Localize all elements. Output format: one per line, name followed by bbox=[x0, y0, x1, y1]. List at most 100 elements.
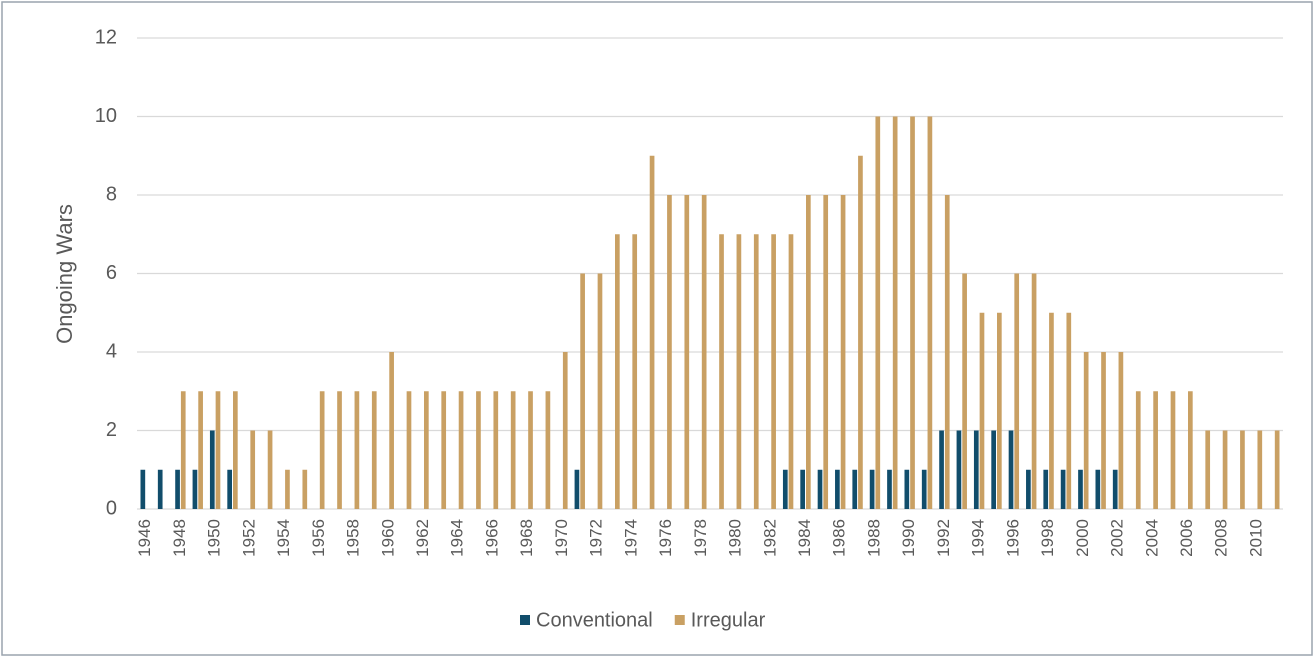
bar bbox=[1014, 273, 1020, 509]
legend-label: Conventional bbox=[536, 609, 653, 631]
x-tick-label: 2006 bbox=[1177, 519, 1196, 557]
bar bbox=[1031, 273, 1037, 509]
bar bbox=[736, 234, 742, 509]
bar bbox=[597, 273, 603, 509]
bar bbox=[1101, 352, 1106, 509]
bar bbox=[406, 391, 412, 509]
bar bbox=[424, 391, 429, 509]
bar bbox=[997, 312, 1002, 509]
y-tick-label: 6 bbox=[106, 262, 117, 284]
bar bbox=[1095, 469, 1101, 509]
bar bbox=[944, 195, 950, 509]
y-tick-label: 12 bbox=[95, 26, 117, 48]
bar bbox=[233, 391, 238, 509]
legend-label: Irregular bbox=[691, 609, 766, 631]
bar bbox=[1153, 391, 1158, 509]
y-tick-label: 0 bbox=[106, 497, 117, 519]
x-tick-label: 1954 bbox=[274, 519, 293, 557]
bar bbox=[1188, 391, 1193, 509]
x-tick-label: 1968 bbox=[517, 519, 536, 557]
bar bbox=[215, 391, 221, 509]
bar bbox=[250, 430, 256, 509]
bar bbox=[1170, 391, 1176, 509]
bar bbox=[441, 391, 447, 509]
bar bbox=[1066, 312, 1072, 509]
bar bbox=[580, 273, 585, 509]
bar bbox=[209, 430, 215, 509]
x-tick-label: 1976 bbox=[656, 519, 675, 557]
x-tick-label: 2010 bbox=[1246, 519, 1265, 557]
x-tick-label: 1972 bbox=[587, 519, 606, 557]
bar bbox=[493, 391, 499, 509]
x-tick-label: 2002 bbox=[1108, 519, 1127, 557]
bar bbox=[892, 116, 898, 509]
bar bbox=[788, 234, 794, 509]
bar bbox=[1274, 430, 1280, 509]
x-tick-label: 1964 bbox=[448, 519, 467, 557]
bar bbox=[1135, 391, 1141, 509]
x-tick-label: 1952 bbox=[239, 519, 258, 557]
bar bbox=[302, 469, 308, 509]
x-tick-label: 1996 bbox=[1003, 519, 1022, 557]
bar bbox=[389, 352, 394, 509]
x-tick-label: 1970 bbox=[552, 519, 571, 557]
bar bbox=[753, 234, 759, 509]
bar bbox=[973, 430, 979, 509]
bar bbox=[1078, 469, 1083, 509]
bar bbox=[701, 195, 707, 509]
bar bbox=[806, 195, 811, 509]
bar bbox=[319, 391, 325, 509]
bar bbox=[875, 116, 881, 509]
x-tick-label: 1986 bbox=[830, 519, 849, 557]
x-tick-label: 1946 bbox=[135, 519, 154, 557]
bar bbox=[927, 116, 933, 509]
y-tick-label: 2 bbox=[106, 419, 117, 441]
bar bbox=[198, 391, 203, 509]
bar bbox=[180, 391, 186, 509]
legend-swatch bbox=[674, 615, 685, 625]
bar bbox=[175, 469, 180, 509]
x-tick-label: 1948 bbox=[170, 519, 189, 557]
bar bbox=[285, 469, 290, 509]
x-tick-label: 1990 bbox=[899, 519, 918, 557]
bar bbox=[649, 155, 655, 509]
bar bbox=[667, 195, 672, 509]
x-tick-label: 1998 bbox=[1038, 519, 1057, 557]
bar bbox=[1222, 430, 1228, 509]
bar bbox=[1026, 469, 1031, 509]
bar bbox=[956, 430, 962, 509]
bar bbox=[869, 469, 875, 509]
bar bbox=[817, 469, 823, 509]
bar bbox=[910, 116, 915, 509]
x-tick-label: 1962 bbox=[413, 519, 432, 557]
bar bbox=[800, 469, 805, 509]
bar bbox=[140, 469, 146, 509]
x-tick-label: 1982 bbox=[760, 519, 779, 557]
y-tick-label: 10 bbox=[95, 105, 117, 127]
bar bbox=[840, 195, 846, 509]
bar bbox=[835, 469, 840, 509]
x-tick-label: 1966 bbox=[482, 519, 501, 557]
x-tick-label: 1974 bbox=[621, 519, 640, 557]
bar bbox=[858, 155, 863, 509]
bar bbox=[458, 391, 464, 509]
bar bbox=[545, 391, 551, 509]
x-tick-label: 1960 bbox=[378, 519, 397, 557]
bar bbox=[939, 430, 944, 509]
bar bbox=[615, 234, 620, 509]
bar bbox=[157, 469, 163, 509]
x-tick-label: 1984 bbox=[795, 519, 814, 557]
bar bbox=[1257, 430, 1263, 509]
y-tick-label: 8 bbox=[106, 183, 117, 205]
bar bbox=[1118, 352, 1124, 509]
bar bbox=[510, 391, 516, 509]
bar bbox=[852, 469, 858, 509]
y-tick-label: 4 bbox=[106, 340, 117, 362]
bar bbox=[684, 195, 690, 509]
bar bbox=[782, 469, 788, 509]
bar bbox=[719, 234, 724, 509]
x-tick-label: 2004 bbox=[1142, 519, 1161, 557]
bar bbox=[267, 430, 273, 509]
